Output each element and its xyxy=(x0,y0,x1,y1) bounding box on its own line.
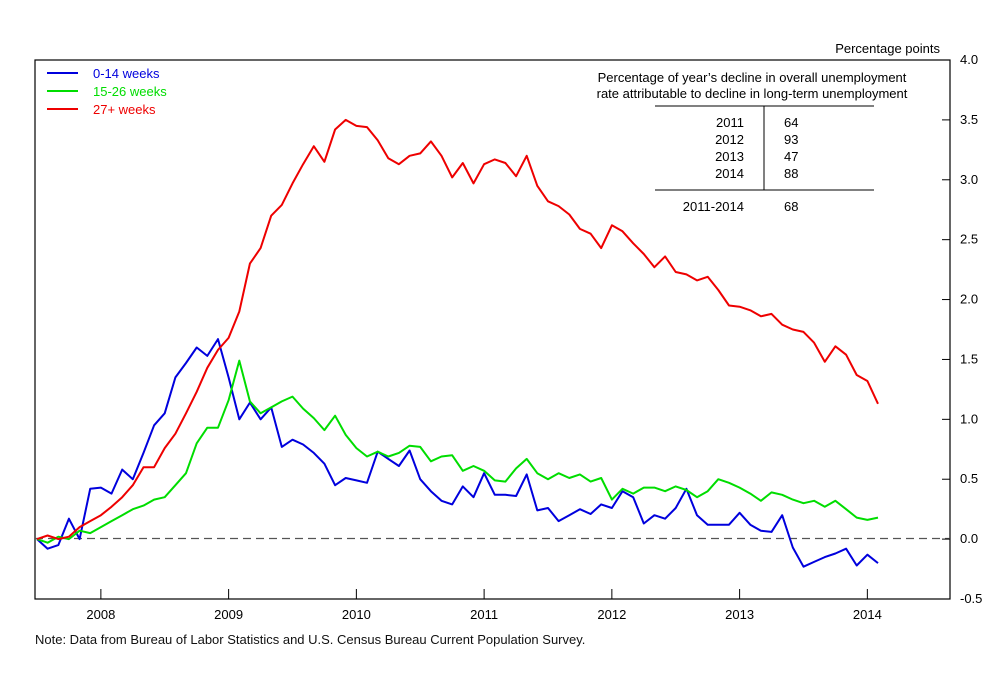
table-title-line-1: Percentage of year’s decline in overall … xyxy=(598,70,907,85)
y-tick-label: 3.5 xyxy=(960,112,978,127)
legend: 0-14 weeks 15-26 weeks 27+ weeks xyxy=(47,66,167,117)
series-line-0-14-weeks xyxy=(36,338,879,568)
y-tick-label: 2.5 xyxy=(960,232,978,247)
table-row-value: 93 xyxy=(784,132,798,147)
y-tick-label: 0.0 xyxy=(960,531,978,546)
x-tick-label: 2008 xyxy=(86,607,115,622)
y-tick-label: 1.5 xyxy=(960,351,978,366)
y-tick-label: 0.5 xyxy=(960,471,978,486)
x-axis: 2008 2009 2010 2011 2012 2013 2014 xyxy=(86,589,882,622)
table-total-value: 68 xyxy=(784,199,798,214)
table-total-year: 2011-2014 xyxy=(683,199,744,214)
decline-table: Percentage of year’s decline in overall … xyxy=(597,70,908,214)
table-row-year: 2014 xyxy=(715,166,744,181)
x-tick-label: 2010 xyxy=(342,607,371,622)
x-tick-label: 2012 xyxy=(597,607,626,622)
table-row-value: 47 xyxy=(784,149,798,164)
y-axis-label: Percentage points xyxy=(835,41,940,56)
table-row-value: 88 xyxy=(784,166,798,181)
plot-frame xyxy=(34,59,951,600)
table-row-value: 64 xyxy=(784,115,798,130)
y-tick-label: 4.0 xyxy=(960,52,978,67)
x-tick-label: 2014 xyxy=(853,607,882,622)
y-axis: 4.0 3.5 3.0 2.5 2.0 1.5 1.0 0.5 0.0 -0.5 xyxy=(942,52,982,606)
table-title-line-2: rate attributable to decline in long-ter… xyxy=(597,86,908,101)
y-tick-label: -0.5 xyxy=(960,591,982,606)
x-tick-label: 2013 xyxy=(725,607,754,622)
source-note: Note: Data from Bureau of Labor Statisti… xyxy=(35,632,586,647)
legend-label-27-plus-weeks: 27+ weeks xyxy=(93,102,156,117)
y-tick-label: 3.0 xyxy=(960,172,978,187)
legend-label-15-26-weeks: 15-26 weeks xyxy=(93,84,167,99)
series-lines xyxy=(36,118,879,568)
x-tick-label: 2011 xyxy=(470,607,498,622)
table-row-year: 2011 xyxy=(716,115,744,130)
table-row-year: 2012 xyxy=(715,132,744,147)
series-line-27-weeks xyxy=(36,118,879,541)
series-line-15-26-weeks xyxy=(36,359,879,544)
x-tick-label: 2009 xyxy=(214,607,243,622)
legend-label-0-14-weeks: 0-14 weeks xyxy=(93,66,160,81)
table-row-year: 2013 xyxy=(715,149,744,164)
y-tick-label: 2.0 xyxy=(960,292,978,307)
y-tick-label: 1.0 xyxy=(960,411,978,426)
